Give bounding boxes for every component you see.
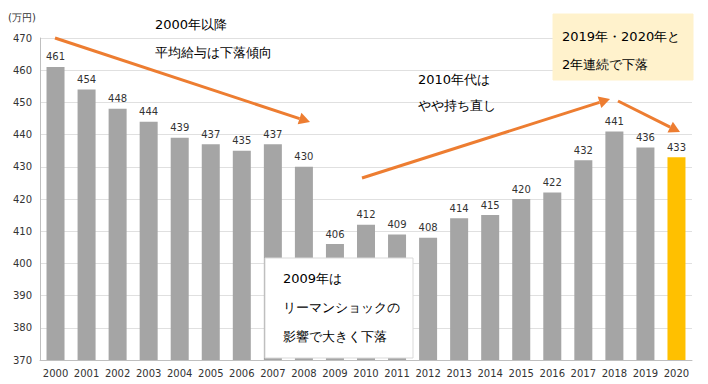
svg-text:2017: 2017	[571, 368, 596, 379]
svg-text:2007: 2007	[260, 368, 285, 379]
svg-text:406: 406	[325, 229, 344, 240]
svg-text:2010年代は: 2010年代は	[418, 72, 490, 87]
svg-text:400: 400	[13, 258, 32, 269]
svg-text:2011: 2011	[384, 368, 409, 379]
svg-text:2019年・2020年と: 2019年・2020年と	[562, 29, 680, 44]
svg-text:2006: 2006	[229, 368, 254, 379]
svg-text:435: 435	[232, 135, 251, 146]
svg-text:370: 370	[13, 355, 32, 366]
svg-text:2013: 2013	[446, 368, 471, 379]
svg-text:432: 432	[574, 145, 593, 156]
svg-text:2014: 2014	[477, 368, 502, 379]
svg-text:2年連続で下落: 2年連続で下落	[562, 57, 648, 72]
svg-text:409: 409	[388, 219, 407, 230]
svg-text:380: 380	[13, 322, 32, 333]
svg-text:414: 414	[450, 203, 469, 214]
svg-text:408: 408	[419, 222, 438, 233]
svg-text:(万円): (万円)	[8, 12, 36, 23]
svg-text:441: 441	[605, 116, 624, 127]
svg-text:2009年は: 2009年は	[283, 271, 342, 286]
svg-text:2019: 2019	[633, 368, 658, 379]
svg-text:436: 436	[636, 132, 655, 143]
svg-text:470: 470	[13, 33, 32, 44]
svg-text:439: 439	[170, 122, 189, 133]
svg-text:437: 437	[201, 129, 220, 140]
svg-text:2010: 2010	[353, 368, 378, 379]
svg-text:461: 461	[46, 51, 65, 62]
svg-text:2004: 2004	[167, 368, 192, 379]
svg-text:390: 390	[13, 290, 32, 301]
svg-text:430: 430	[13, 161, 32, 172]
svg-text:2008: 2008	[291, 368, 316, 379]
svg-text:2000: 2000	[43, 368, 68, 379]
svg-text:415: 415	[481, 200, 500, 211]
svg-text:454: 454	[77, 74, 96, 85]
svg-text:平均給与は下落傾向: 平均給与は下落傾向	[155, 45, 272, 60]
svg-text:412: 412	[356, 209, 375, 220]
svg-text:420: 420	[512, 184, 531, 195]
svg-text:420: 420	[13, 194, 32, 205]
svg-text:437: 437	[263, 129, 282, 140]
svg-text:2000年以降: 2000年以降	[155, 17, 227, 32]
svg-text:影響で大きく下落: 影響で大きく下落	[283, 329, 387, 344]
svg-text:2003: 2003	[136, 368, 161, 379]
svg-text:2020: 2020	[664, 368, 689, 379]
svg-text:450: 450	[13, 97, 32, 108]
svg-text:2002: 2002	[105, 368, 130, 379]
svg-text:リーマンショックの: リーマンショックの	[283, 300, 400, 315]
svg-text:460: 460	[13, 65, 32, 76]
svg-text:2015: 2015	[509, 368, 534, 379]
svg-text:2009: 2009	[322, 368, 347, 379]
svg-text:448: 448	[108, 93, 127, 104]
svg-text:440: 440	[13, 129, 32, 140]
svg-text:やや持ち直し: やや持ち直し	[418, 98, 496, 113]
svg-text:2018: 2018	[602, 368, 627, 379]
svg-text:2001: 2001	[74, 368, 99, 379]
svg-text:410: 410	[13, 226, 32, 237]
svg-text:444: 444	[139, 106, 158, 117]
svg-text:433: 433	[667, 142, 686, 153]
svg-text:2016: 2016	[540, 368, 565, 379]
svg-text:430: 430	[294, 151, 313, 162]
svg-text:2005: 2005	[198, 368, 223, 379]
svg-text:2012: 2012	[415, 368, 440, 379]
svg-text:422: 422	[543, 177, 562, 188]
